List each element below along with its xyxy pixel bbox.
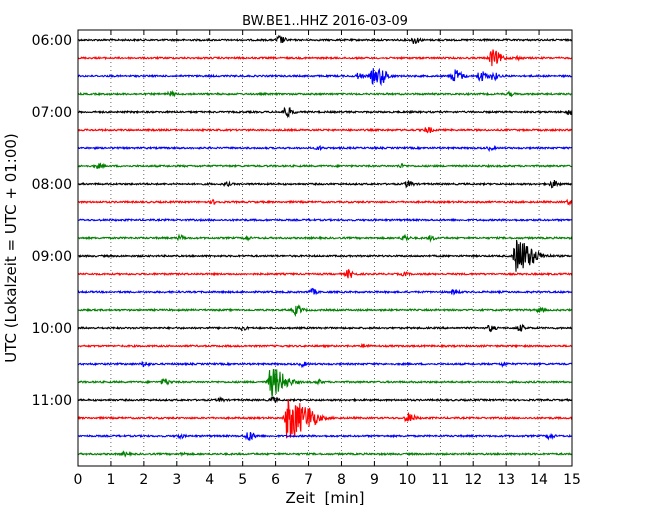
x-tick-label: 15: [563, 472, 581, 488]
trace-line: [77, 144, 573, 153]
x-tick-label: 0: [74, 472, 83, 488]
trace-line: [77, 287, 573, 296]
trace-line: [77, 399, 573, 439]
x-tick-label: 2: [139, 472, 148, 488]
trace-line: [77, 89, 573, 98]
y-tick-label: 07:00: [32, 105, 72, 121]
trace-line: [77, 450, 573, 458]
trace-line: [77, 49, 573, 67]
trace-line: [77, 342, 573, 349]
trace-line: [77, 269, 573, 279]
x-tick-label: 6: [271, 472, 280, 488]
x-tick-label: 9: [370, 472, 379, 488]
trace-line: [78, 126, 573, 134]
x-tick-label: 12: [464, 472, 482, 488]
trace-line: [78, 304, 573, 318]
y-tick-label: 06:00: [32, 33, 72, 49]
trace-line: [77, 239, 573, 272]
x-tick-label: 5: [238, 472, 247, 488]
trace-line: [77, 198, 573, 207]
trace-line: [77, 431, 573, 441]
x-tick-label: 8: [337, 472, 346, 488]
trace-line: [77, 360, 573, 369]
plot-frame: [77, 29, 573, 467]
y-tick-label: 11:00: [32, 393, 72, 409]
x-axis-label: Zeit [min]: [285, 489, 364, 507]
x-tick-label: 4: [205, 472, 214, 488]
x-tick-label: 7: [304, 472, 313, 488]
grid-lines: [110, 30, 540, 466]
x-tick-label: 11: [431, 472, 449, 488]
chart-title: BW.BE1..HHZ 2016-03-09: [242, 14, 408, 29]
trace-line: [77, 67, 573, 87]
trace-line: [77, 34, 573, 44]
trace-line: [77, 217, 573, 223]
y-axis-ticks: 06:00 07:00 08:00 09:00 10:00 11:00: [32, 33, 572, 409]
y-tick-label: 10:00: [32, 321, 72, 337]
trace-line: [77, 180, 573, 189]
trace-line: [77, 162, 573, 169]
x-tick-label: 13: [497, 472, 515, 488]
x-axis-ticks: 0 1 2 3 4 5 6 7 8 9 10 11 12 13 14 15: [74, 30, 581, 488]
y-tick-label: 09:00: [32, 249, 72, 265]
y-tick-label: 08:00: [32, 177, 72, 193]
trace-line: [77, 233, 573, 243]
trace-line: [77, 106, 573, 119]
y-axis-label: UTC (Lokalzeit = UTC + 01:00): [2, 133, 20, 363]
trace-line: [77, 368, 573, 397]
trace-line: [77, 323, 573, 333]
x-tick-label: 1: [106, 472, 115, 488]
x-tick-label: 10: [398, 472, 416, 488]
trace-line: [77, 395, 573, 404]
x-tick-label: 3: [172, 472, 181, 488]
seismic-traces: [77, 34, 573, 458]
x-tick-label: 14: [530, 472, 548, 488]
